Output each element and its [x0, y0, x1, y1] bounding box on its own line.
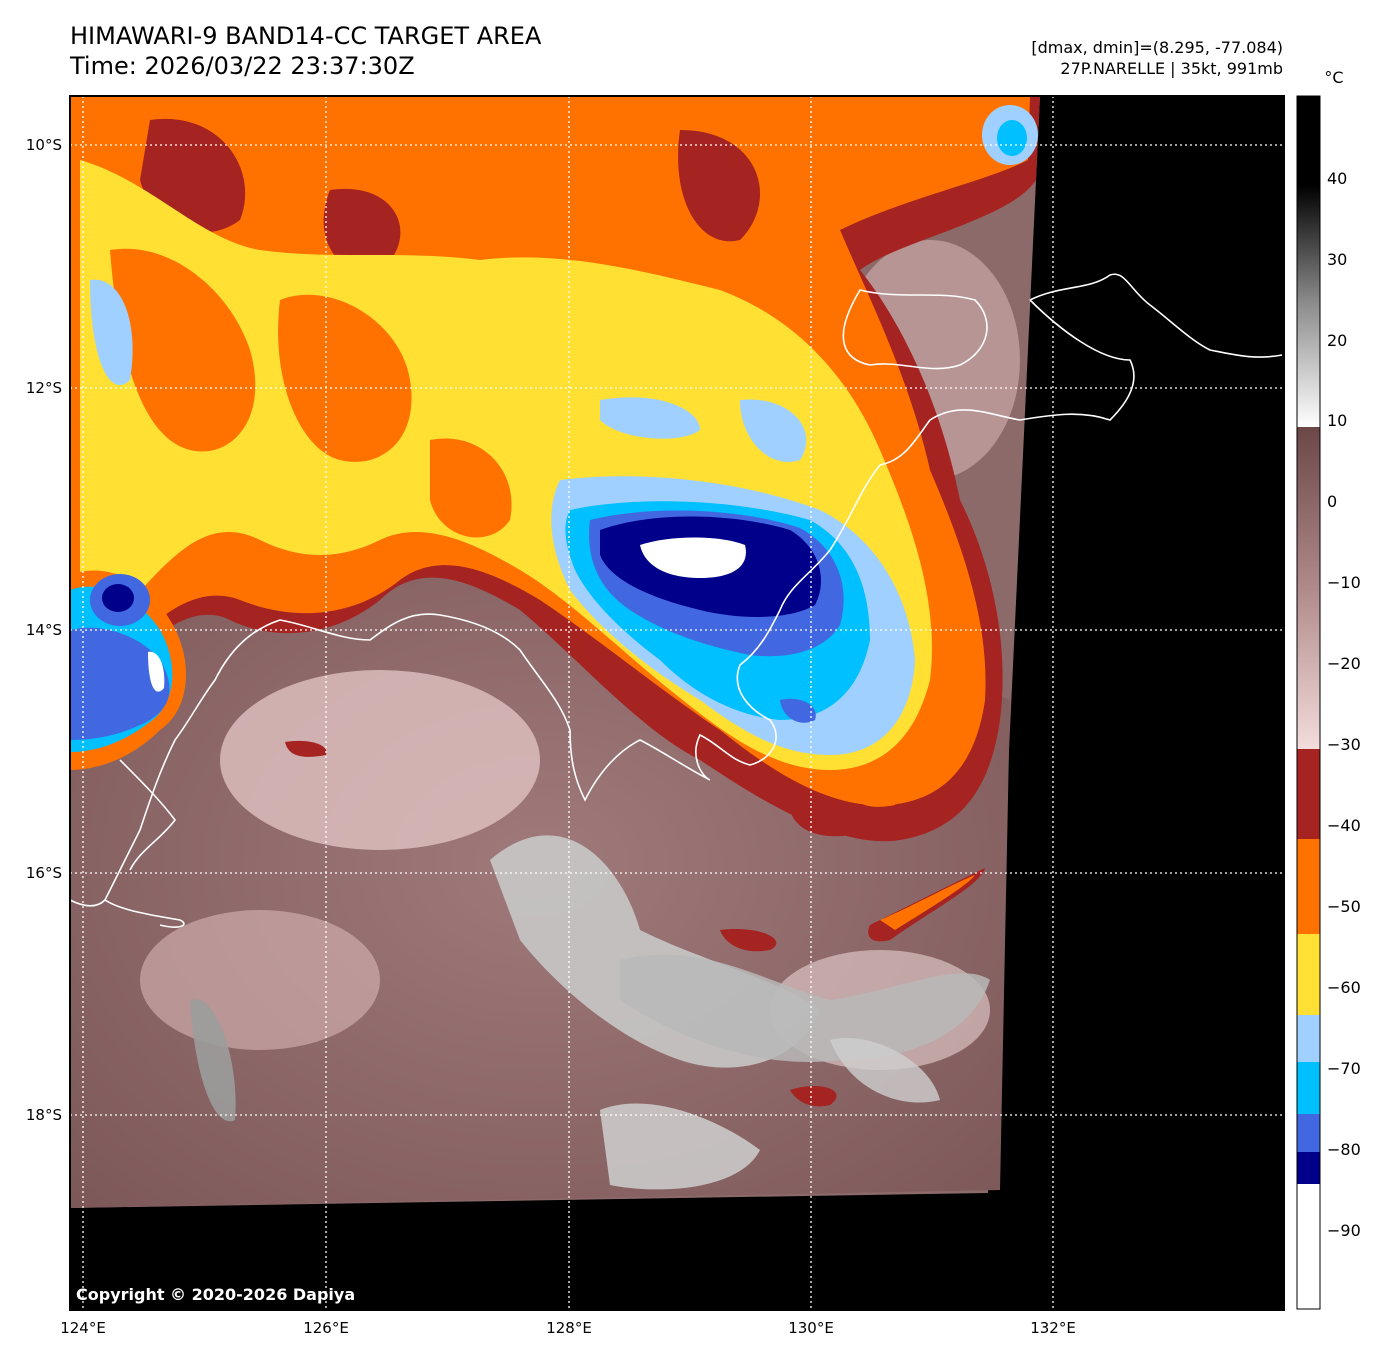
lon-tick-label: 124°E [60, 1319, 106, 1337]
lon-tick-label: 130°E [788, 1319, 834, 1337]
imagery-swath [70, 96, 1040, 1208]
colorbar-segment-warm [1297, 96, 1320, 427]
colorbar-tick: −20 [1327, 654, 1361, 673]
colorbar-segment-brown [1297, 427, 1320, 749]
colorbar-segment-red [1297, 749, 1320, 839]
colorbar-tick: 40 [1327, 169, 1347, 188]
colorbar-tick: −10 [1327, 573, 1361, 592]
chart-time: Time: 2026/03/22 23:37:30Z [70, 52, 415, 80]
colorbar-segment-white [1297, 1184, 1320, 1309]
lat-tick-label: 12°S [26, 379, 62, 397]
colorbar-tick: 30 [1327, 250, 1347, 269]
colorbar: °C 40 30 20 10 0 −10 −20 −30 −40 −50 −60… [1296, 68, 1361, 1310]
colorbar-segment-orange [1297, 839, 1320, 934]
colorbar-unit: °C [1324, 68, 1343, 87]
colorbar-tick: −80 [1327, 1140, 1361, 1159]
colorbar-border [1296, 95, 1321, 1310]
lon-tick-label: 132°E [1030, 1319, 1076, 1337]
colorbar-tick: 10 [1327, 411, 1347, 430]
colorbar-tick: −40 [1327, 816, 1361, 835]
range-text: [dmax, dmin]=(8.295, -77.084) [1031, 38, 1283, 57]
colorbar-tick: 20 [1327, 331, 1347, 350]
graticule [70, 96, 1284, 1310]
lon-tick-labels: 124°E 126°E 128°E 130°E 132°E [60, 1319, 1076, 1337]
colorbar-tick: −90 [1327, 1221, 1361, 1240]
lat-tick-label: 16°S [26, 864, 62, 882]
lat-tick-label: 14°S [26, 621, 62, 639]
colorbar-segment-lightblue [1297, 1015, 1320, 1062]
lat-tick-label: 18°S [26, 1106, 62, 1124]
colorbar-segment-cyan [1297, 1062, 1320, 1114]
lat-tick-label: 10°S [26, 136, 62, 154]
lon-tick-label: 126°E [303, 1319, 349, 1337]
lat-tick-labels: 10°S 12°S 14°S 16°S 18°S [26, 136, 62, 1124]
colorbar-segment-navy [1297, 1152, 1320, 1184]
colorbar-segment-yellow [1297, 934, 1320, 1015]
colorbar-tick: −60 [1327, 978, 1361, 997]
colorbar-tick: −30 [1327, 735, 1361, 754]
chart-title: HIMAWARI-9 BAND14-CC TARGET AREA [70, 22, 542, 50]
map-border [69, 95, 1285, 1311]
storm-text: 27P.NARELLE | 35kt, 991mb [1060, 59, 1283, 78]
lon-tick-label: 128°E [546, 1319, 592, 1337]
colorbar-tick: −50 [1327, 897, 1361, 916]
colorbar-segment-royalblue [1297, 1114, 1320, 1152]
colorbar-tick: −70 [1327, 1059, 1361, 1078]
coastlines [69, 273, 1283, 928]
colorbar-tick: 0 [1327, 492, 1337, 511]
copyright-text: Copyright © 2020-2026 Dapiya [76, 1285, 355, 1304]
